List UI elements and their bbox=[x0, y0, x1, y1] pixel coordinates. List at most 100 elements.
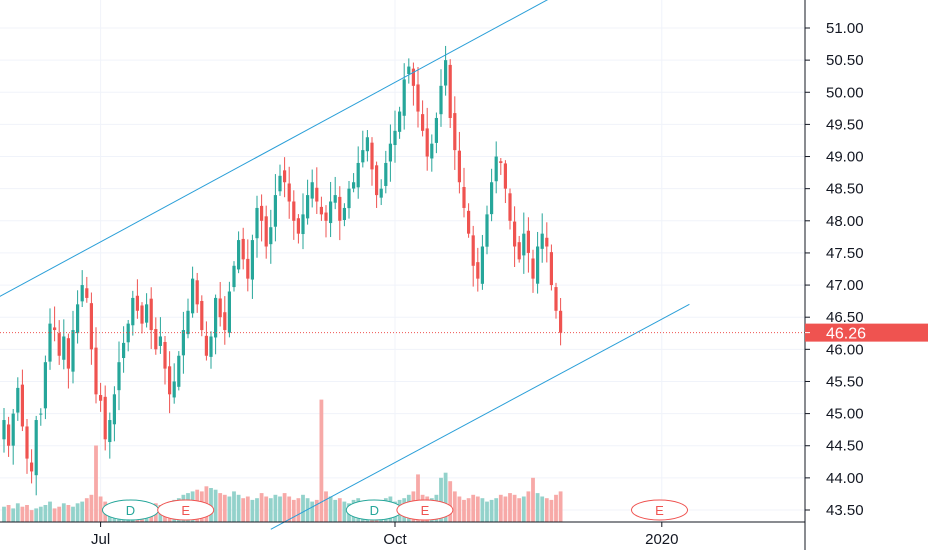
candle bbox=[315, 167, 319, 214]
candle bbox=[260, 194, 264, 242]
volume-bar bbox=[485, 501, 489, 522]
candle-body bbox=[214, 297, 218, 338]
candle-body bbox=[140, 305, 144, 324]
candle bbox=[269, 209, 273, 264]
candle-body bbox=[163, 341, 167, 369]
event-marker-e[interactable]: E bbox=[157, 499, 215, 521]
candle-body bbox=[352, 182, 356, 189]
candle bbox=[16, 377, 20, 421]
candle bbox=[108, 412, 112, 459]
candle bbox=[393, 110, 397, 163]
price-tick-label: 45.50 bbox=[826, 373, 864, 390]
price-axis[interactable]: 51.00 50.50 50.00 49.50 49.00 48.50 48.00 47.50… bbox=[804, 0, 864, 550]
volume-bar bbox=[11, 508, 16, 522]
event-marker-e[interactable]: E bbox=[631, 499, 688, 521]
volume-bar bbox=[328, 496, 333, 522]
candle bbox=[462, 167, 466, 218]
candle-body bbox=[434, 117, 438, 143]
volume-bar bbox=[498, 494, 503, 522]
candle-body bbox=[407, 66, 411, 75]
price-tick-label: 50.00 bbox=[826, 84, 864, 101]
candle bbox=[103, 385, 107, 451]
event-marker-letter: E bbox=[181, 503, 190, 518]
time-axis[interactable]: Jul Oct 2020 bbox=[0, 521, 805, 548]
candle-body bbox=[545, 237, 549, 247]
volume-bar bbox=[209, 488, 213, 522]
candle-body bbox=[103, 396, 107, 440]
volume-bar bbox=[43, 505, 48, 522]
candle-body bbox=[457, 150, 461, 183]
candle-body bbox=[559, 310, 563, 333]
candle-body bbox=[48, 323, 52, 362]
candle-body bbox=[375, 165, 379, 196]
volume-bar bbox=[20, 506, 25, 522]
candle-body bbox=[398, 111, 402, 132]
candle-body bbox=[149, 298, 153, 331]
candle bbox=[319, 196, 323, 221]
price-bars bbox=[2, 45, 563, 496]
event-marker-e[interactable]: E bbox=[396, 499, 454, 521]
candle bbox=[34, 415, 38, 496]
candle bbox=[122, 326, 126, 373]
volume-bar bbox=[333, 499, 338, 522]
volume-bar bbox=[301, 494, 305, 522]
candle-body bbox=[71, 330, 75, 372]
candle bbox=[237, 231, 241, 274]
candle-body bbox=[490, 182, 494, 215]
candle-body bbox=[181, 330, 185, 356]
candle-body bbox=[269, 227, 273, 245]
candle bbox=[200, 295, 204, 337]
event-marker-d[interactable]: D bbox=[102, 499, 159, 521]
volume-bar bbox=[71, 506, 75, 522]
price-tick-label: 47.00 bbox=[826, 277, 864, 294]
candle bbox=[513, 206, 517, 268]
candle bbox=[416, 67, 420, 128]
volume-bar bbox=[241, 498, 246, 522]
candle-body bbox=[53, 327, 57, 331]
candle bbox=[407, 58, 411, 84]
event-marker-d[interactable]: D bbox=[345, 499, 403, 521]
candle-body bbox=[416, 84, 420, 112]
event-marker-outline bbox=[157, 499, 215, 521]
candle-body bbox=[200, 300, 204, 331]
trend-channel bbox=[0, 0, 690, 530]
candle bbox=[494, 141, 498, 194]
candle bbox=[2, 407, 6, 453]
price-tick-label: 50.50 bbox=[826, 52, 864, 69]
candle bbox=[324, 205, 328, 238]
volume-bar bbox=[305, 498, 310, 522]
candle bbox=[163, 335, 167, 385]
price-tick-label: 48.50 bbox=[826, 181, 864, 198]
candle bbox=[434, 112, 438, 154]
candle-body bbox=[250, 240, 254, 280]
volume-bar bbox=[61, 503, 66, 522]
volume-bar bbox=[255, 498, 259, 522]
candle-body bbox=[145, 304, 149, 323]
volume-bar bbox=[250, 499, 255, 522]
candle bbox=[39, 408, 43, 426]
candle-body bbox=[16, 387, 20, 413]
candle bbox=[333, 176, 337, 210]
candle bbox=[388, 124, 392, 182]
candle-body bbox=[513, 221, 517, 247]
candle bbox=[480, 234, 484, 290]
volume-bar bbox=[549, 499, 554, 522]
candle bbox=[453, 96, 457, 170]
candle-body bbox=[365, 137, 369, 152]
candle bbox=[99, 382, 103, 412]
candle bbox=[499, 158, 503, 175]
candle-body bbox=[499, 161, 503, 163]
candle bbox=[508, 188, 512, 230]
candle-body bbox=[11, 413, 15, 446]
candle-body bbox=[393, 130, 397, 146]
volume-bar bbox=[6, 505, 11, 522]
candle-body bbox=[195, 280, 199, 305]
candle-body bbox=[370, 142, 374, 170]
candle bbox=[62, 319, 66, 370]
volume-bar bbox=[80, 501, 85, 522]
candle-body bbox=[444, 60, 448, 86]
candle-body bbox=[39, 413, 43, 415]
volume-bar bbox=[89, 494, 94, 522]
candle-body bbox=[421, 114, 425, 131]
